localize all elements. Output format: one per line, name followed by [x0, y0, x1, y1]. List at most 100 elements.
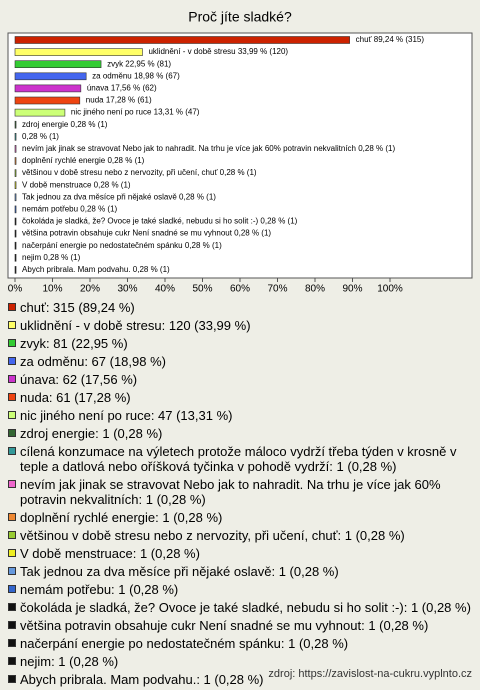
- legend-swatch: [8, 675, 16, 683]
- bar: [14, 205, 17, 214]
- bar-label: nevím jak jinak se stravovat Nebo jak to…: [22, 144, 395, 153]
- bar: [14, 193, 17, 202]
- bar: [14, 145, 17, 153]
- bar: [14, 254, 17, 262]
- legend-swatch: [8, 375, 16, 383]
- legend-item: nejim: 1 (0,28 %): [8, 654, 472, 669]
- bar-label: zvyk 22,95 % (81): [107, 59, 171, 68]
- bar-label: zdroj energie 0,28 % (1): [22, 120, 108, 129]
- legend-swatch: [8, 513, 16, 521]
- bar: [14, 120, 17, 129]
- bar-label: uklidnění - v době stresu 33,99 % (120): [148, 47, 288, 56]
- x-tick-label: 70%: [267, 284, 287, 295]
- legend-swatch: [8, 621, 16, 629]
- legend-item: zvyk: 81 (22,95 %): [8, 336, 472, 351]
- legend-swatch: [8, 639, 16, 647]
- legend-label: cílená konzumace na výletech protože mál…: [20, 444, 457, 474]
- legend-label: nemám potřebu: 1 (0,28 %): [20, 582, 179, 597]
- bar: [14, 229, 17, 238]
- bar-label: nemám potřebu 0,28 % (1): [22, 205, 117, 214]
- legend-swatch: [8, 657, 16, 665]
- legend-swatch: [8, 447, 16, 455]
- x-tick-label: 60%: [230, 284, 250, 295]
- legend-item: nic jiného není po ruce: 47 (13,31 %): [8, 408, 472, 423]
- legend-item: nevím jak jinak se stravovat Nebo jak to…: [8, 477, 472, 507]
- chart-title: Proč jíte sladké?: [188, 9, 292, 25]
- legend-label: zvyk: 81 (22,95 %): [20, 336, 128, 351]
- x-tick-label: 30%: [117, 284, 137, 295]
- legend-label: za odměnu: 67 (18,98 %): [20, 354, 166, 369]
- legend-item: V době menstruace: 1 (0,28 %): [8, 546, 472, 561]
- bar: [14, 108, 66, 117]
- legend-label: nejim: 1 (0,28 %): [20, 654, 119, 669]
- bar-label: 0,28 % (1): [22, 132, 59, 141]
- legend-item: cílená konzumace na výletech protože mál…: [8, 444, 472, 474]
- bar-label: chuť 89,24 % (315): [356, 35, 425, 44]
- legend-label: nic jiného není po ruce: 47 (13,31 %): [20, 408, 233, 423]
- bar-label: nejim 0,28 % (1): [22, 253, 81, 262]
- legend-label: uklidnění - v době stresu: 120 (33,99 %): [20, 318, 251, 333]
- legend-label: Abych pribrala. Mam podvahu.: 1 (0,28 %): [20, 672, 264, 687]
- bar-label: většina potravin obsahuje cukr Není snad…: [22, 229, 271, 238]
- legend-item: za odměnu: 67 (18,98 %): [8, 354, 472, 369]
- bar-label: většinou v době stresu nebo z nervozity,…: [22, 168, 257, 177]
- legend-swatch: [8, 321, 16, 329]
- legend-label: zdroj energie: 1 (0,28 %): [20, 426, 163, 441]
- bar: [14, 96, 81, 105]
- legend-label: chuť: 315 (89,24 %): [20, 300, 135, 315]
- legend-swatch: [8, 411, 16, 419]
- legend-label: většinou v době stresu nebo z nervozity,…: [20, 528, 405, 543]
- bar-label: Abych pribrala. Mam podvahu. 0,28 % (1): [22, 265, 170, 274]
- legend-swatch: [8, 339, 16, 347]
- bar: [14, 48, 143, 56]
- legend-item: Abych pribrala. Mam podvahu.: 1 (0,28 %): [8, 672, 472, 687]
- bar-label: nuda 17,28 % (61): [86, 96, 152, 105]
- bar-label: Tak jednou za dva měsíce při nějaké osla…: [22, 192, 216, 201]
- bar: [14, 181, 17, 189]
- bar: [14, 169, 17, 177]
- legend-item: Tak jednou za dva měsíce při nějaké osla…: [8, 564, 472, 579]
- bar-label: nic jiného není po ruce 13,31 % (47): [71, 108, 200, 117]
- legend-label: nevím jak jinak se stravovat Nebo jak to…: [20, 477, 441, 507]
- legend-item: chuť: 315 (89,24 %): [8, 300, 472, 315]
- bar: [14, 241, 17, 250]
- legend-item: většinou v době stresu nebo z nervozity,…: [8, 528, 472, 543]
- bar: [14, 157, 17, 165]
- legend-label: nuda: 61 (17,28 %): [20, 390, 131, 405]
- legend-item: zdroj energie: 1 (0,28 %): [8, 426, 472, 441]
- legend-swatch: [8, 549, 16, 557]
- bar: [14, 72, 87, 81]
- x-tick-label: 100%: [377, 284, 403, 295]
- legend-item: doplnění rychlé energie: 1 (0,28 %): [8, 510, 472, 525]
- legend-label: načerpání energie po nedostatečném spánk…: [20, 636, 349, 651]
- legend-label: V době menstruace: 1 (0,28 %): [20, 546, 200, 561]
- x-tick-label: 20%: [80, 284, 100, 295]
- bar-label: za odměnu 18,98 % (67): [92, 71, 180, 80]
- legend: chuť: 315 (89,24 %) uklidnění - v době st…: [8, 300, 472, 690]
- source: zdroj: https://zavislost-na-cukru.vyplnt…: [268, 668, 472, 680]
- chart: Proč jíte sladké? 0% 10% 20% 30% 40% 50% 60% 70…: [7, 9, 473, 295]
- bar-label: doplnění rychlé energie 0,28 % (1): [22, 156, 145, 165]
- legend-label: Tak jednou za dva měsíce při nějaké osla…: [20, 564, 339, 579]
- legend-item: uklidnění - v době stresu: 120 (33,99 %): [8, 318, 472, 333]
- legend-label: únava: 62 (17,56 %): [20, 372, 138, 387]
- legend-item: únava: 62 (17,56 %): [8, 372, 472, 387]
- legend-item: většina potravin obsahuje cukr Není snad…: [8, 618, 472, 633]
- legend-swatch: [8, 429, 16, 437]
- legend-swatch: [8, 531, 16, 539]
- legend-label: většina potravin obsahuje cukr Není snad…: [20, 618, 429, 633]
- x-tick-label: 40%: [155, 284, 175, 295]
- bar-label: V době menstruace 0,28 % (1): [22, 180, 131, 189]
- legend-item: nemám potřebu: 1 (0,28 %): [8, 582, 472, 597]
- legend-swatch: [8, 480, 16, 488]
- x-tick-label: 0%: [8, 284, 23, 295]
- legend-label: doplnění rychlé energie: 1 (0,28 %): [20, 510, 223, 525]
- legend-swatch: [8, 567, 16, 575]
- bar-label: čokoláda je sladká, že? Ovoce je také sl…: [22, 217, 298, 226]
- legend-swatch: [8, 603, 16, 611]
- legend-item: nuda: 61 (17,28 %): [8, 390, 472, 405]
- bar: [14, 36, 350, 44]
- x-tick-label: 90%: [342, 284, 362, 295]
- legend-item: načerpání energie po nedostatečném spánk…: [8, 636, 472, 651]
